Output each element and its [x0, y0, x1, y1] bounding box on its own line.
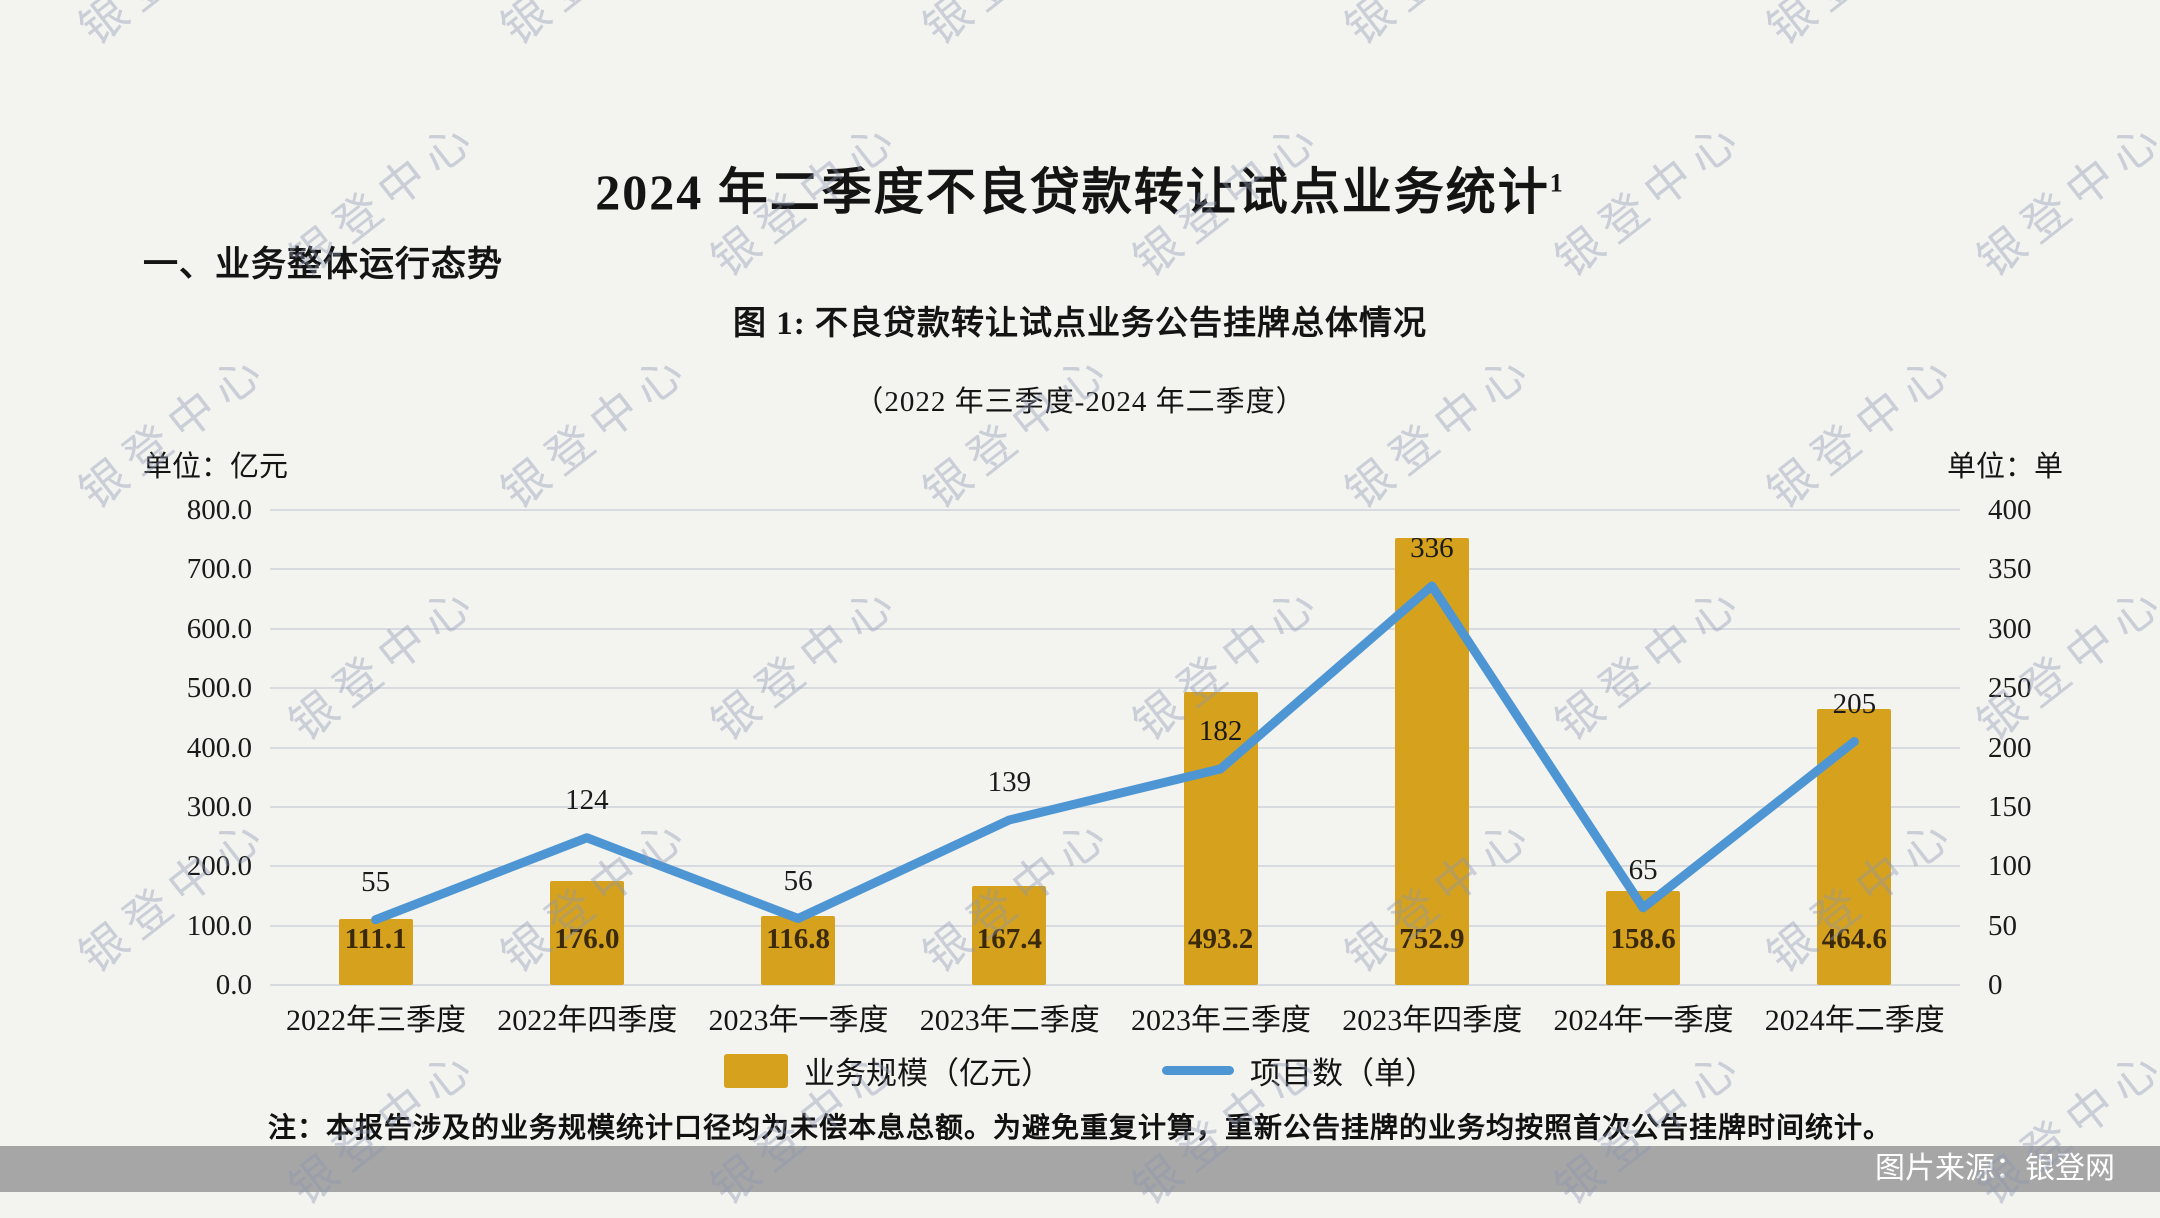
bar-value-label: 464.6: [1821, 923, 1887, 955]
gridline: [270, 865, 1960, 868]
right-axis-tick-label: 0: [1988, 969, 2003, 1001]
legend-item-bar: 业务规模（亿元）: [724, 1048, 1052, 1093]
bar-2023年二季度: [972, 885, 1047, 985]
left-axis-tick-label: 500.0: [186, 672, 252, 705]
bar-2024年二季度: [1817, 709, 1892, 985]
gridline: [270, 627, 1960, 630]
bar-2024年一季度: [1606, 890, 1681, 985]
watermark-text: 银登中心: [70, 340, 279, 519]
right-axis-tick-label: 250: [1988, 672, 2032, 705]
bar-value-label: 176.0: [554, 923, 620, 955]
left-axis-tick-label: 800.0: [186, 494, 252, 526]
gridline: [270, 924, 1960, 927]
gridline: [270, 568, 1960, 571]
bar-value-label: 158.6: [1610, 923, 1676, 955]
watermark-text: 银登中心: [914, 804, 1123, 983]
line-point-label: 56: [783, 864, 813, 897]
right-axis-tick-label: 100: [1988, 850, 2032, 883]
watermark-text: 银登中心: [702, 572, 911, 751]
chart-subtitle: （2022 年三季度-2024 年二季度）: [854, 386, 1306, 418]
bar-2022年三季度: [338, 919, 413, 985]
right-axis-tick-label: 400: [1988, 494, 2032, 526]
chart-legend: 业务规模（亿元） 项目数（单）: [0, 1048, 2160, 1093]
right-axis-tick-label: 50: [1988, 909, 2017, 942]
watermark-text: 银登中心: [1758, 804, 1967, 983]
title-footnote-marker: 1: [1549, 167, 1565, 197]
watermark-text: 银登中心: [280, 572, 489, 751]
watermark-text: 银登中心: [1124, 572, 1333, 751]
watermark-text: 银登中心: [70, 804, 279, 983]
bar-series-label: 业务规模（亿元）: [804, 1056, 1052, 1091]
section-heading: 一、业务整体运行态势: [143, 245, 504, 284]
x-axis-label: 2023年一季度: [708, 1004, 889, 1037]
line-point-label: 182: [1198, 714, 1243, 747]
right-axis-tick-label: 200: [1988, 731, 2032, 764]
bar-2023年一季度: [761, 915, 836, 985]
x-axis-label: 2023年三季度: [1131, 1004, 1311, 1037]
watermark-text: 银登中心: [492, 804, 701, 983]
x-axis-label: 2022年四季度: [497, 1004, 678, 1037]
bar-value-label: 752.9: [1399, 923, 1465, 955]
watermark-text: 银登中心: [1758, 340, 1967, 519]
gridline: [270, 805, 1960, 808]
watermark-text: 银登中心: [1968, 572, 2160, 751]
line-point-label: 336: [1410, 532, 1454, 564]
line-point-label: 55: [361, 865, 391, 898]
right-axis-tick-label: 350: [1988, 553, 2032, 586]
x-axis-label: 2024年一季度: [1553, 1004, 1734, 1037]
left-axis-tick-label: 600.0: [186, 612, 252, 645]
right-axis-tick-label: 150: [1988, 790, 2032, 823]
footnote: 注：本报告涉及的业务规模统计口径均为未偿本息总额。为避免重复计算，重新公告挂牌的…: [267, 1113, 1892, 1144]
gridline: [270, 687, 1960, 690]
x-axis-label: 2024年二季度: [1764, 1004, 1945, 1037]
watermark-text: 银登中心: [1329, 0, 1546, 58]
x-axis-label: 2023年四季度: [1342, 1004, 1523, 1037]
image-source-caption: 图片来源：银登网: [1875, 1152, 2115, 1185]
right-axis-unit: 单位：单: [1947, 451, 2064, 483]
line-point-label: 139: [987, 765, 1032, 798]
bar-series-swatch: [724, 1053, 788, 1088]
left-axis-unit: 单位：亿元: [143, 451, 289, 483]
watermark-text: 银登中心: [907, 0, 1124, 58]
line-point-label: 205: [1832, 687, 1877, 720]
source-band: 图片来源：银登网: [0, 1146, 2160, 1192]
watermark-text: 银登中心: [485, 0, 702, 58]
line-series-label: 项目数（单）: [1250, 1056, 1436, 1091]
line-path: [371, 581, 1859, 925]
left-axis-tick-label: 100.0: [186, 909, 252, 942]
x-axis-label: 2023年二季度: [919, 1004, 1100, 1037]
bar-2023年三季度: [1183, 692, 1258, 985]
gridline: [270, 984, 1960, 986]
left-axis-tick-label: 300.0: [186, 790, 252, 823]
gridline: [270, 509, 1960, 511]
watermark-text: 银登中心: [1546, 572, 1755, 751]
watermark-text: 银登中心: [63, 0, 280, 58]
left-axis-tick-label: 0.0: [215, 969, 252, 1001]
chart-title: 图 1: 不良贷款转让试点业务公告挂牌总体情况: [733, 306, 1427, 342]
bar-value-label: 167.4: [976, 923, 1042, 955]
legend-item-line: 项目数（单）: [1162, 1048, 1436, 1093]
right-axis-tick-label: 300: [1988, 612, 2032, 645]
x-axis-label: 2022年三季度: [286, 1004, 466, 1037]
page-title-text: 2024 年二季度不良贷款转让试点业务统计: [595, 163, 1550, 220]
line-point-label: 65: [1628, 853, 1658, 886]
watermark-text: 银登中心: [1336, 340, 1545, 519]
left-axis-tick-label: 700.0: [186, 553, 252, 586]
bar-value-label: 116.8: [766, 923, 830, 955]
left-axis-tick-label: 400.0: [186, 731, 252, 764]
watermark-text: 银登中心: [914, 340, 1123, 519]
watermark-text: 银登中心: [1751, 0, 1968, 58]
line-point-label: 124: [565, 783, 609, 816]
left-axis-tick-label: 200.0: [186, 850, 252, 883]
bar-value-label: 493.2: [1188, 923, 1254, 955]
line-series-swatch: [1162, 1066, 1234, 1075]
bar-2022年四季度: [549, 880, 624, 985]
bar-value-label: 111.1: [344, 923, 407, 955]
watermark-text: 银登中心: [492, 340, 701, 519]
gridline: [270, 746, 1960, 749]
watermark-text: 银登中心: [1336, 804, 1545, 983]
bar-2023年四季度: [1394, 537, 1469, 985]
page-title: 2024 年二季度不良贷款转让试点业务统计1: [0, 152, 2160, 224]
